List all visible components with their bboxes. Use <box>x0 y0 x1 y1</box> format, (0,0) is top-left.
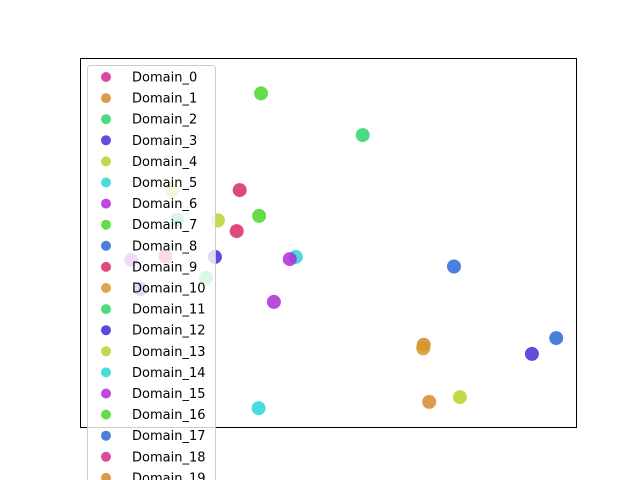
legend-marker-6 <box>101 198 111 209</box>
legend-marker-8 <box>101 240 111 251</box>
legend-label-7: Domain_7 <box>132 218 197 233</box>
legend-marker-15 <box>101 388 111 399</box>
point-domain-7-0 <box>252 208 267 223</box>
legend-marker-7 <box>101 219 111 230</box>
legend-marker-2 <box>101 114 111 125</box>
point-domain-8-0 <box>447 259 461 274</box>
legend-label-13: Domain_13 <box>132 345 206 360</box>
legend-marker-9 <box>101 261 111 272</box>
legend-label-16: Domain_16 <box>132 408 206 423</box>
legend-label-6: Domain_6 <box>132 197 197 212</box>
legend-marker-17 <box>101 430 111 441</box>
legend-label-12: Domain_12 <box>132 324 206 339</box>
point-domain-10-0 <box>416 341 431 356</box>
point-domain-4-0 <box>452 390 467 405</box>
legend-marker-0 <box>101 72 111 82</box>
legend-label-1: Domain_1 <box>132 92 197 107</box>
legend-label-15: Domain_15 <box>132 387 206 402</box>
legend-label-14: Domain_14 <box>132 366 206 381</box>
point-domain-8-1 <box>549 331 564 346</box>
legend-marker-10 <box>101 283 111 293</box>
point-domain-6-0 <box>266 294 281 309</box>
point-domain-9-1 <box>232 183 247 198</box>
legend: Domain_0 Domain_1 Domain_2 Domain_3 Domain_4… <box>87 65 216 480</box>
legend-label-17: Domain_17 <box>132 429 206 444</box>
legend-label-2: Domain_2 <box>132 113 197 128</box>
legend-label-11: Domain_11 <box>132 303 206 318</box>
legend-label-19: Domain_19 <box>132 471 206 480</box>
legend-marker-18 <box>101 451 111 462</box>
legend-label-4: Domain_4 <box>132 155 197 170</box>
legend-label-10: Domain_10 <box>132 282 206 297</box>
legend-label-3: Domain_3 <box>132 134 197 149</box>
legend-marker-3 <box>101 135 111 146</box>
legend-marker-13 <box>101 346 111 357</box>
legend-marker-11 <box>101 304 111 315</box>
point-domain-1-1 <box>422 394 437 409</box>
legend-marker-5 <box>101 177 111 188</box>
legend-frame <box>87 65 216 480</box>
point-domain-15-0 <box>282 252 297 267</box>
point-domain-11-0 <box>355 128 370 143</box>
legend-marker-16 <box>101 409 111 420</box>
legend-marker-4 <box>101 156 111 167</box>
legend-label-9: Domain_9 <box>132 260 197 275</box>
point-domain-7-1 <box>254 86 268 101</box>
legend-label-5: Domain_5 <box>132 176 197 191</box>
legend-marker-19 <box>101 472 111 480</box>
point-domain-9-0 <box>229 224 244 239</box>
point-domain-3-0 <box>524 346 539 361</box>
legend-label-8: Domain_8 <box>132 239 197 254</box>
legend-label-18: Domain_18 <box>132 450 206 465</box>
legend-marker-1 <box>101 93 111 104</box>
point-domain-14-0 <box>251 401 266 416</box>
legend-label-0: Domain_0 <box>132 71 197 86</box>
legend-marker-14 <box>101 367 111 378</box>
legend-marker-12 <box>101 325 111 336</box>
